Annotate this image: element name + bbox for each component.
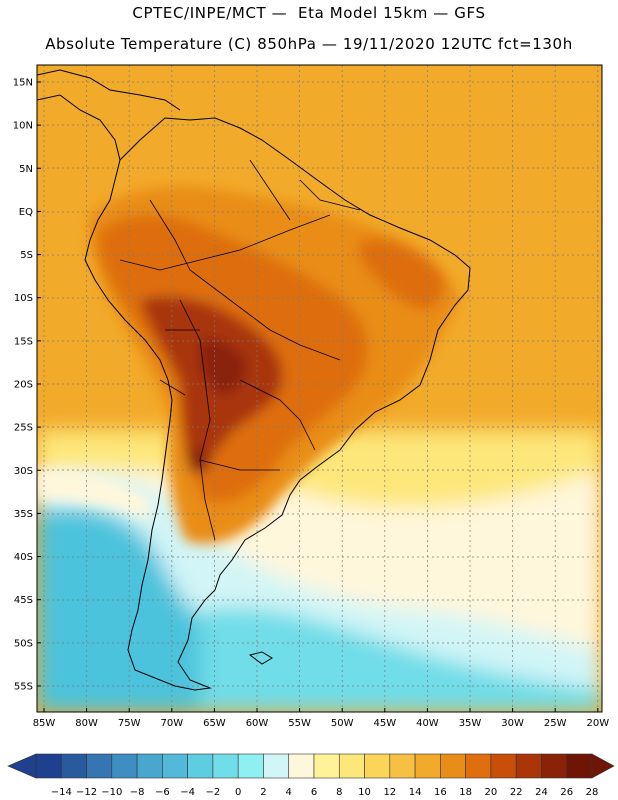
lon-label: 70W — [160, 718, 183, 729]
colorbar-swatch — [465, 753, 492, 779]
lon-label: 60W — [246, 718, 269, 729]
lat-label: 15S — [14, 336, 33, 347]
colorbar-swatch — [566, 753, 593, 779]
lat-label: 55S — [14, 681, 33, 692]
colorbar-label: 22 — [510, 787, 523, 798]
lon-label: 75W — [118, 718, 141, 729]
lat-label: 10N — [13, 121, 33, 132]
graticule — [37, 65, 602, 712]
colorbar-label: −6 — [155, 787, 170, 798]
lon-label: 80W — [75, 718, 98, 729]
colorbar-label: 16 — [434, 787, 447, 798]
field-cold-sea-east — [200, 607, 602, 712]
field-northeast-warm — [360, 239, 444, 310]
lon-label: 30W — [501, 718, 524, 729]
colorbar-label: 10 — [358, 787, 371, 798]
colorbar-swatch — [35, 753, 62, 779]
colorbar-max-arrow — [591, 753, 615, 779]
colorbar-swatch — [237, 753, 264, 779]
colorbar-swatch — [111, 753, 138, 779]
colorbar-label: 8 — [336, 787, 342, 798]
lon-label: 50W — [331, 718, 354, 729]
field-hot-spot-south — [185, 448, 210, 473]
colorbar-label: 28 — [586, 787, 599, 798]
lat-label: 25S — [14, 423, 33, 434]
colorbar-label: −4 — [180, 787, 195, 798]
longitude-axis: 85W 80W 75W 70W 65W 60W 55W 50W 45W 40W 35W 30W 25W 2… — [33, 708, 609, 729]
colorbar-label: −14 — [51, 787, 72, 798]
colorbar-swatch — [440, 753, 466, 779]
lat-label: 50S — [14, 638, 33, 649]
colorbar-label: 12 — [383, 787, 396, 798]
lat-label: EQ — [19, 207, 33, 218]
coastlines — [37, 69, 471, 691]
latitude-axis: 15N 10N 5N EQ 5S 10S 15S 20S 25S 30S 35S 40S 45S 50S 5… — [13, 78, 41, 692]
colorbar-label: 14 — [409, 787, 422, 798]
colorbar-swatch — [414, 753, 441, 779]
lat-label: 20S — [14, 379, 33, 390]
field-land-hottest — [200, 338, 247, 395]
lat-label: 10S — [14, 293, 33, 304]
field-cool-tongue-pacific — [37, 470, 150, 520]
south-america-coast — [84, 117, 471, 691]
country-borders — [119, 159, 361, 541]
colorbar-swatch — [515, 753, 542, 779]
colorbar-swatch — [490, 753, 517, 779]
colorbar-swatch — [86, 753, 113, 779]
lon-label: 65W — [203, 718, 226, 729]
colorbar-swatch — [288, 753, 315, 779]
lat-label: 5N — [19, 164, 33, 175]
colorbar-label: 4 — [286, 787, 292, 798]
colorbar-label: −8 — [130, 787, 145, 798]
colorbar-swatch — [212, 753, 239, 779]
title-line-1: CPTEC/INPE/MCT — Eta Model 15km — GFS — [132, 4, 486, 22]
colorbar-swatch — [313, 753, 340, 779]
colorbar-label: −2 — [206, 787, 221, 798]
lat-label: 30S — [14, 466, 33, 477]
lon-label: 40W — [416, 718, 439, 729]
lat-label: 35S — [14, 509, 33, 520]
lat-label: 40S — [14, 552, 33, 563]
lon-label: 85W — [33, 718, 56, 729]
colorbar-swatch — [541, 753, 568, 779]
colorbar-label: 24 — [535, 787, 548, 798]
lon-label: 25W — [544, 718, 567, 729]
lon-label: 45W — [373, 718, 396, 729]
colorbar-swatch — [389, 753, 416, 779]
colorbar-swatch — [187, 753, 214, 779]
colorbar-label: 18 — [459, 787, 472, 798]
lat-label: 45S — [14, 595, 33, 606]
colorbar-label: 0 — [235, 787, 241, 798]
colorbar-swatch — [162, 753, 188, 779]
colorbar-label: 20 — [485, 787, 498, 798]
colorbar-label: −12 — [76, 787, 97, 798]
lat-label: 15N — [13, 78, 33, 89]
lon-label: 55W — [288, 718, 311, 729]
lon-label: 20W — [586, 718, 609, 729]
title-line-2: Absolute Temperature (C) 850hPa — 19/11/… — [45, 35, 573, 53]
colorbar: −14 −12 −10 −8 −6 −4 −2 0 2 4 6 8 10 12 14 16 18 20 22 24 26… — [7, 753, 615, 798]
colorbar-label: −10 — [101, 787, 122, 798]
colorbar-label: 26 — [560, 787, 573, 798]
lat-label: 5S — [20, 250, 33, 261]
colorbar-swatch — [364, 753, 391, 779]
lon-label: 35W — [459, 718, 482, 729]
colorbar-label: 2 — [260, 787, 266, 798]
colorbar-swatch — [263, 753, 290, 779]
falklands — [248, 651, 273, 665]
colorbar-label: 6 — [311, 787, 317, 798]
map-frame — [36, 64, 603, 713]
colorbar-swatch — [338, 753, 365, 779]
colorbar-swatch — [136, 753, 163, 779]
temperature-field — [37, 65, 602, 712]
colorbar-min-arrow — [7, 753, 37, 779]
colorbar-swatch — [60, 753, 87, 779]
central-america-coast — [37, 69, 181, 161]
